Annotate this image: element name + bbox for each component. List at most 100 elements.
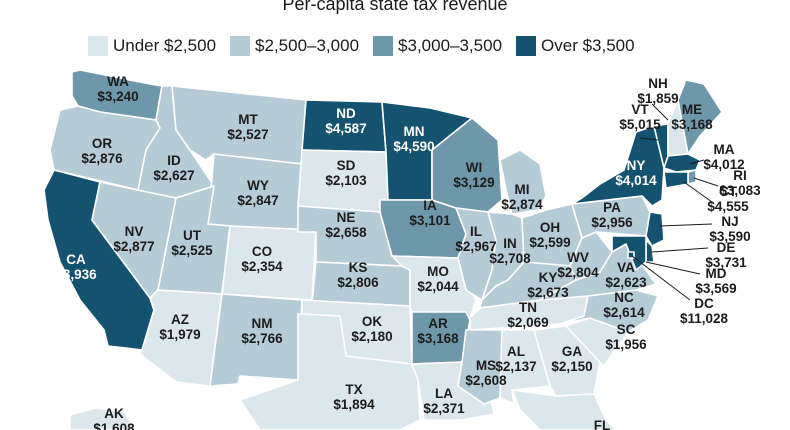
state-value: $11,028 xyxy=(680,311,729,326)
state-label-vt: VT $5,015 xyxy=(619,102,661,132)
state-value: $4,590 xyxy=(393,139,434,154)
state-wi xyxy=(431,117,503,213)
state-abbr: KY xyxy=(539,270,558,285)
state-label-nm: NM $2,766 xyxy=(241,316,283,346)
state-value: $2,069 xyxy=(507,315,548,330)
state-value: $2,708 xyxy=(489,251,531,266)
leader-line xyxy=(645,261,701,275)
state-label-ks: KS $2,806 xyxy=(337,260,379,290)
state-label-ne: NE $2,658 xyxy=(325,210,367,240)
legend-item-over-3500: Over $3,500 xyxy=(516,36,635,56)
leader-line xyxy=(689,159,705,165)
state-value: $2,527 xyxy=(227,127,268,142)
state-value: $2,354 xyxy=(241,259,283,274)
state-label-ga: GA $2,150 xyxy=(551,344,592,374)
state-value: $2,956 xyxy=(591,215,633,230)
state-label-mt: MT $2,527 xyxy=(227,112,268,142)
state-value: $2,608 xyxy=(465,373,507,388)
state-abbr: RI xyxy=(733,168,747,183)
state-value: $2,804 xyxy=(557,265,599,280)
state-value: $1,979 xyxy=(159,327,200,342)
state-abbr: MS xyxy=(476,358,496,373)
state-abbr: MA xyxy=(714,142,735,157)
state-abbr: WY xyxy=(247,178,269,193)
state-label-oh: OH $2,599 xyxy=(529,220,570,250)
state-value: $2,658 xyxy=(325,225,367,240)
state-abbr: LA xyxy=(435,386,453,401)
state-label-wi: WI $3,129 xyxy=(453,160,494,190)
state-value: $3,083 xyxy=(719,183,761,198)
state-label-ut: UT $2,525 xyxy=(171,228,213,258)
state-abbr: SD xyxy=(337,158,356,173)
state-value: $4,014 xyxy=(615,173,657,188)
leader-line xyxy=(693,177,719,187)
state-value: $2,627 xyxy=(153,168,194,183)
state-abbr: MN xyxy=(404,124,425,139)
legend-item-2500-3000: $2,500–3,000 xyxy=(230,36,359,56)
state-abbr: CT xyxy=(719,184,738,199)
state-value: $3,168 xyxy=(417,331,459,346)
state-abbr: UT xyxy=(183,228,202,243)
state-label-ms: MS $2,608 xyxy=(465,358,507,388)
state-label-wy: WY $2,847 xyxy=(237,178,278,208)
legend: Under $2,500 $2,500–3,000 $3,000–3,500 O… xyxy=(88,34,649,58)
legend-swatch xyxy=(230,36,251,56)
state-mi xyxy=(499,149,547,215)
state-value: $2,525 xyxy=(171,243,213,258)
state-label-dc: DC $11,028 xyxy=(680,296,729,326)
state-value: $2,766 xyxy=(241,331,283,346)
state-value: $2,614 xyxy=(603,305,645,320)
state-abbr: AL xyxy=(507,344,525,359)
state-label-ar: AR $3,168 xyxy=(417,316,459,346)
state-value: $3,168 xyxy=(671,117,713,132)
state-value: $2,103 xyxy=(325,173,367,188)
state-abbr: NC xyxy=(614,290,634,305)
state-abbr: NM xyxy=(252,316,273,331)
state-label-va: VA $2,623 xyxy=(605,260,647,290)
legend-swatch xyxy=(373,36,394,56)
legend-label: Under $2,500 xyxy=(113,36,217,55)
state-label-sc: SC $1,956 xyxy=(605,322,647,352)
state-abbr: FL xyxy=(594,418,611,430)
state-abbr: SC xyxy=(617,322,636,337)
state-abbr: IL xyxy=(470,224,482,239)
state-label-tn: TN $2,069 xyxy=(507,300,548,330)
leader-line xyxy=(683,181,713,203)
state-label-ca: CA $3,936 xyxy=(55,252,97,282)
state-abbr: NH xyxy=(648,76,668,91)
state-label-md: MD $3,569 xyxy=(695,266,736,296)
state-label-mi: MI $2,874 xyxy=(501,182,543,212)
state-value: $3,101 xyxy=(409,213,451,228)
state-value: $1,956 xyxy=(605,337,647,352)
state-label-me: ME $3,168 xyxy=(671,102,713,132)
state-abbr: NJ xyxy=(721,214,738,229)
state-abbr: CO xyxy=(252,244,272,259)
state-fl xyxy=(511,389,617,430)
state-label-mo: MO $2,044 xyxy=(417,264,459,294)
state-abbr: AK xyxy=(104,406,124,421)
state-label-tx: TX $1,894 xyxy=(333,382,375,412)
state-value: $2,877 xyxy=(113,239,154,254)
state-label-nh: NH $1,859 xyxy=(637,76,678,106)
state-label-ok: OK $2,180 xyxy=(351,314,392,344)
state-abbr: TX xyxy=(345,382,362,397)
state-abbr: IN xyxy=(503,236,517,251)
state-value: $2,876 xyxy=(81,151,123,166)
state-value: $3,590 xyxy=(709,229,750,244)
state-value: $2,044 xyxy=(417,279,459,294)
state-label-nc: NC $2,614 xyxy=(603,290,645,320)
legend-label: $3,000–3,500 xyxy=(398,36,503,55)
state-label-de: DE $3,731 xyxy=(705,240,747,270)
state-label-ia: IA $3,101 xyxy=(409,198,451,228)
state-nj xyxy=(645,211,665,247)
state-value: $2,673 xyxy=(527,285,569,300)
state-abbr: KS xyxy=(349,260,368,275)
state-value: $5,015 xyxy=(619,117,661,132)
state-abbr: GA xyxy=(562,344,583,359)
leader-line xyxy=(651,247,709,253)
state-value: $3,240 xyxy=(97,89,138,104)
state-value: $3,129 xyxy=(453,175,494,190)
state-value: $2,599 xyxy=(529,235,570,250)
state-label-il: IL $2,967 xyxy=(455,224,496,254)
